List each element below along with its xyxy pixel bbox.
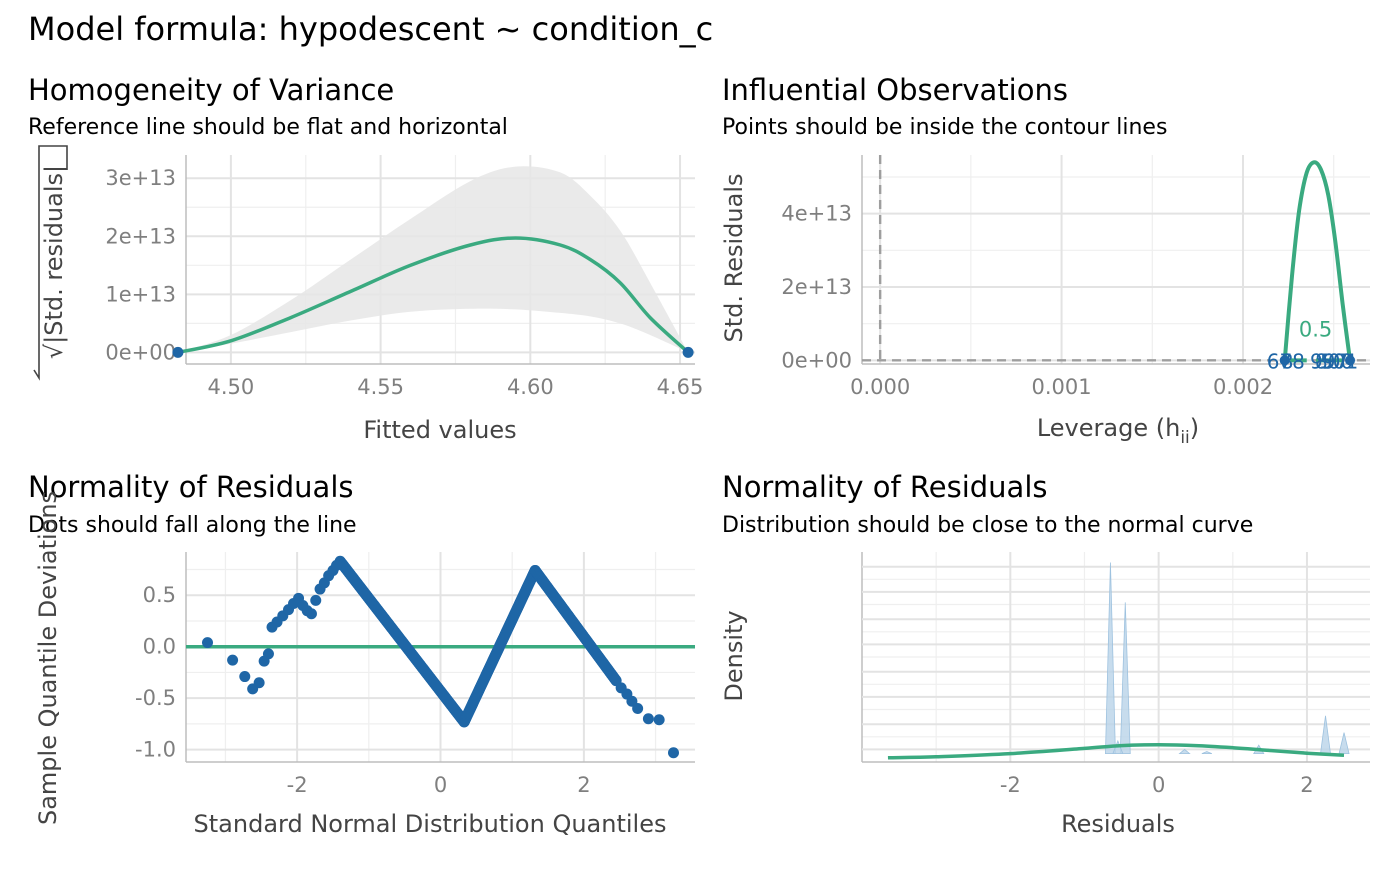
qq-point	[262, 648, 274, 660]
density-subtitle: Distribution should be close to the norm…	[722, 513, 1253, 538]
y-tick-label: 0e+00	[781, 348, 852, 372]
influential-xlabel-main: Leverage (h	[1037, 414, 1180, 442]
homogeneity-panel: Homogeneity of Variance Reference line s…	[28, 73, 703, 444]
x-tick-label: 0	[1152, 773, 1165, 797]
y-tick-label: 2e+13	[105, 224, 176, 248]
qq-point	[305, 608, 317, 620]
normal-curve	[887, 743, 1345, 760]
qq-point	[653, 714, 665, 726]
density-spike	[1178, 748, 1191, 754]
x-tick-label: -2	[287, 773, 308, 797]
qq-plot: -2 0 2 -1.0 -0.5 0.0 0.5	[135, 552, 695, 797]
qq-title: Normality of Residuals	[28, 470, 354, 504]
density-spike	[1338, 732, 1350, 754]
y-tick-label: 0e+00	[105, 340, 176, 364]
x-tick-label: 2	[1300, 773, 1313, 797]
confidence-band	[177, 166, 689, 353]
y-tick-label: -1.0	[135, 738, 176, 762]
main-title: Model formula: hypodescent ~ condition_c	[28, 10, 713, 48]
cook-contour	[1282, 160, 1352, 361]
qq-point	[239, 671, 251, 683]
qq-subtitle: Dots should fall along the line	[28, 513, 357, 538]
density-plot: -2 0 2	[861, 552, 1370, 797]
x-tick-label: 0.000	[850, 375, 910, 399]
y-tick-label: 0.0	[143, 635, 176, 659]
homogeneity-title: Homogeneity of Variance	[28, 73, 394, 107]
influential-panel: Influential Observations Points should b…	[720, 73, 1370, 448]
density-spike	[1119, 602, 1131, 754]
influential-xlabel-sub: ii	[1180, 428, 1189, 448]
density-spike	[1105, 562, 1116, 754]
qq-point	[667, 747, 679, 759]
density-xlabel: Residuals	[1061, 810, 1175, 838]
homogeneity-ylabel: √|Std. residuals|	[40, 165, 68, 359]
y-tick-label: 2e+13	[781, 275, 852, 299]
sqrt-symbol	[33, 145, 68, 381]
x-tick-label: 0	[434, 773, 447, 797]
density-spike	[1320, 715, 1331, 754]
y-tick-label: 1e+13	[105, 282, 176, 306]
x-tick-label: 4.55	[357, 375, 404, 399]
data-point	[682, 346, 694, 358]
qq-point	[632, 702, 644, 714]
smooth-line	[177, 236, 690, 355]
influential-xlabel-end: )	[1190, 414, 1199, 442]
homogeneity-plot: 4.50 4.55 4.60 4.65 0e+00 1e+13 2e+13 3e+13	[33, 145, 704, 399]
density-spike	[1201, 751, 1213, 754]
qq-point	[331, 559, 343, 571]
influential-ylabel: Std. Residuals	[720, 174, 748, 343]
qq-point	[310, 594, 322, 606]
data-point	[1279, 355, 1290, 366]
data-point	[1345, 355, 1356, 366]
qq-panel: Normality of Residuals Dots should fall …	[28, 470, 695, 838]
y-tick-label: 3e+13	[105, 166, 176, 190]
density-title: Normality of Residuals	[722, 470, 1048, 504]
qq-ylabel: Sample Quantile Deviations	[34, 491, 62, 825]
influential-plot: 0.0000.0010.0020e+002e+134e+130.56788997…	[781, 155, 1370, 399]
x-tick-label: 4.60	[507, 375, 554, 399]
influential-title: Influential Observations	[722, 73, 1068, 107]
homogeneity-xlabel: Fitted values	[363, 416, 516, 444]
qq-point	[202, 637, 214, 649]
influential-subtitle: Points should be inside the contour line…	[722, 115, 1167, 140]
density-ylabel: Density	[720, 610, 748, 701]
data-point	[172, 346, 184, 358]
x-tick-label: 2	[577, 773, 590, 797]
x-tick-label: 0.001	[1032, 375, 1092, 399]
density-panel: Normality of Residuals Distribution shou…	[720, 470, 1370, 838]
qq-point	[227, 654, 239, 666]
point-label: 997	[1310, 349, 1348, 373]
x-tick-label: 4.50	[208, 375, 255, 399]
x-tick-label: -2	[1000, 773, 1021, 797]
homogeneity-subtitle: Reference line should be flat and horizo…	[28, 115, 508, 140]
x-tick-label: 0.002	[1213, 375, 1273, 399]
y-tick-label: 0.5	[143, 583, 176, 607]
x-tick-label: 4.65	[657, 375, 704, 399]
y-tick-label: 4e+13	[781, 202, 852, 226]
y-tick-label: -0.5	[135, 686, 176, 710]
qq-point	[642, 713, 654, 725]
influential-xlabel: Leverage (hii)	[1037, 414, 1199, 448]
qq-xlabel: Standard Normal Distribution Quantiles	[194, 810, 667, 838]
contour-label: 0.5	[1299, 318, 1332, 342]
qq-point	[253, 677, 265, 689]
